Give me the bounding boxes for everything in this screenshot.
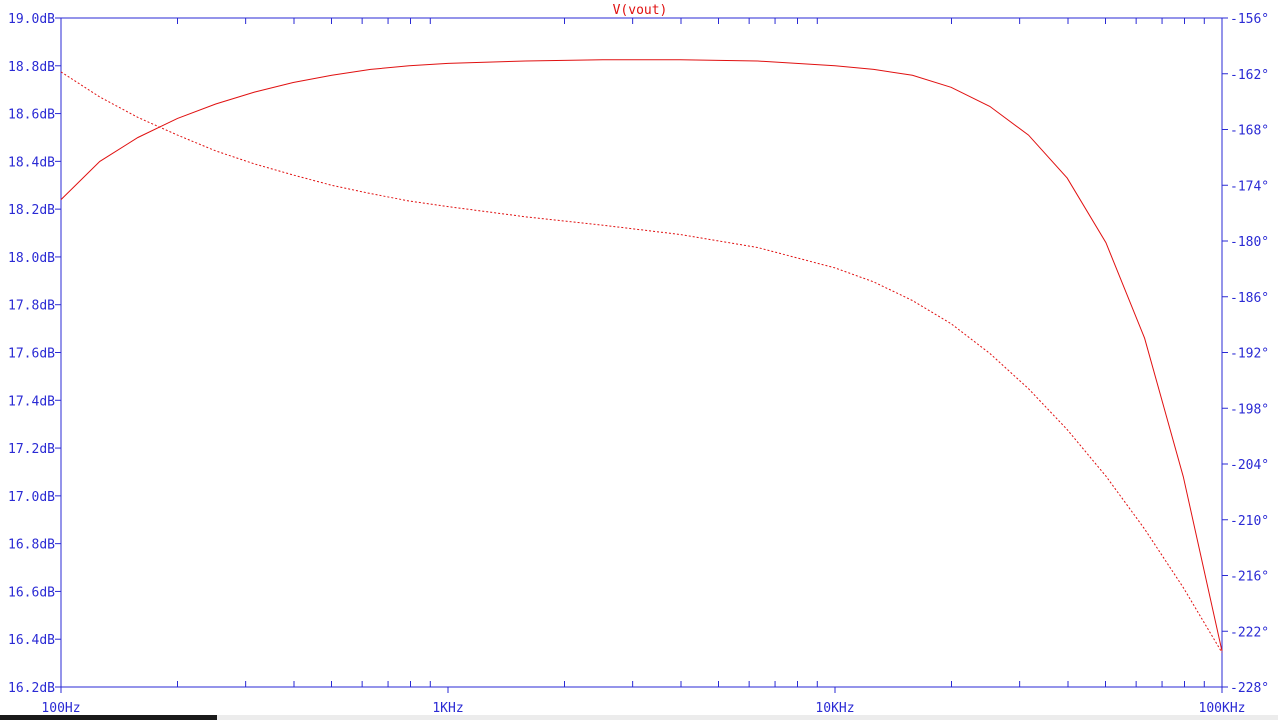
left-tick-label: 18.2dB: [8, 203, 55, 218]
right-tick-label: -156°: [1230, 12, 1269, 27]
plot-frame: [60, 17, 1223, 688]
left-tick-label: 18.4dB: [8, 155, 55, 170]
axis-ticks: [55, 17, 1228, 693]
right-tick-label: -174°: [1230, 179, 1269, 194]
left-tick-label: 17.8dB: [8, 299, 55, 314]
left-tick-label: 16.4dB: [8, 633, 55, 648]
left-tick-label: 16.2dB: [8, 681, 55, 696]
right-tick-label: -204°: [1230, 458, 1269, 473]
right-tick-label: -168°: [1230, 124, 1269, 139]
right-tick-label: -222°: [1230, 625, 1269, 640]
right-tick-label: -192°: [1230, 347, 1269, 362]
horizontal-scrollbar[interactable]: [0, 715, 1278, 720]
left-tick-label: 16.8dB: [8, 538, 55, 553]
phase-trace: [60, 71, 1223, 653]
right-tick-label: -210°: [1230, 514, 1269, 529]
right-tick-label: -216°: [1230, 570, 1269, 585]
left-tick-label: 17.2dB: [8, 442, 55, 457]
left-tick-label: 18.0dB: [8, 251, 55, 266]
chart-title: V(vout): [613, 3, 668, 18]
right-tick-label: -180°: [1230, 235, 1269, 250]
x-tick-label: 100KHz: [1199, 701, 1246, 716]
scrollbar-thumb[interactable]: [0, 715, 217, 720]
axis-labels: 19.0dB 18.8dB 18.6dB 18.4dB 18.2dB 18.0dB 17.8…: [8, 12, 1269, 716]
x-tick-label: 1KHz: [432, 701, 463, 716]
left-tick-label: 17.6dB: [8, 347, 55, 362]
x-tick-label: 10KHz: [815, 701, 854, 716]
right-tick-label: -162°: [1230, 68, 1269, 83]
traces: [60, 59, 1223, 653]
right-tick-label: -198°: [1230, 402, 1269, 417]
left-tick-label: 18.6dB: [8, 108, 55, 123]
left-tick-label: 19.0dB: [8, 12, 55, 27]
left-tick-label: 17.4dB: [8, 394, 55, 409]
x-tick-label: 100Hz: [41, 701, 80, 716]
right-tick-label: -228°: [1230, 681, 1269, 696]
left-tick-label: 16.6dB: [8, 585, 55, 600]
left-tick-label: 17.0dB: [8, 490, 55, 505]
left-tick-label: 18.8dB: [8, 60, 55, 75]
magnitude-trace: [60, 59, 1223, 652]
right-tick-label: -186°: [1230, 291, 1269, 306]
